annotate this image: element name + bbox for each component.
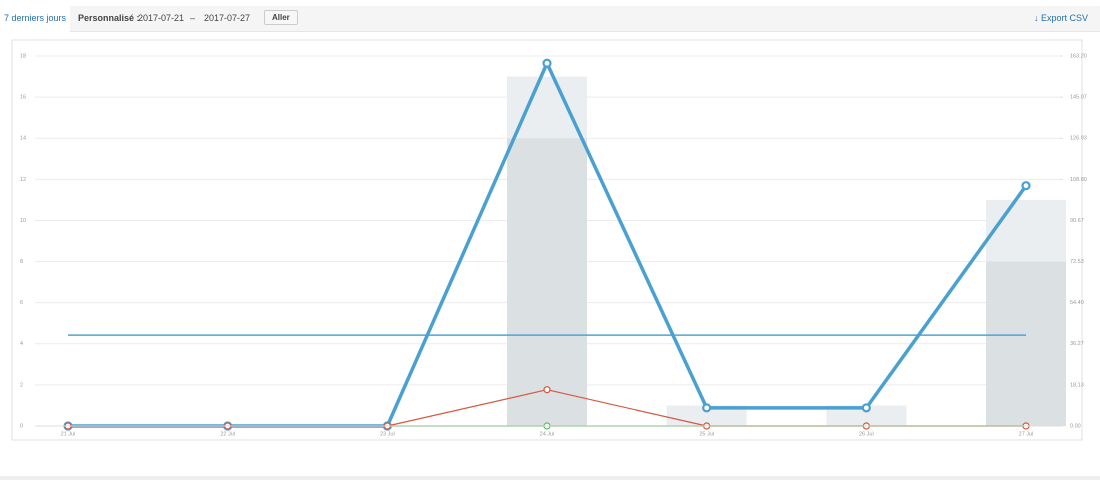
y2-tick-label: 36.27 — [1070, 341, 1084, 347]
bar — [507, 138, 587, 426]
bar — [986, 261, 1066, 426]
x-tick-label: 23 Jul — [380, 431, 395, 437]
y2-tick-label: 0.00 — [1070, 423, 1081, 429]
end-date[interactable]: 2017-07-27 — [204, 13, 251, 23]
chart-frame — [11, 39, 1083, 441]
y-tick-label: 14 — [20, 136, 26, 142]
x-tick-label: 26 Jul — [859, 431, 874, 437]
toolbar: 7 derniers jours Personnalisé : 2017-07-… — [0, 6, 1100, 32]
export-text: Export CSV — [1040, 13, 1088, 23]
y-tick-label: 2 — [20, 382, 23, 388]
footer-bar — [0, 476, 1100, 480]
x-tick-label: 27 Jul — [1019, 431, 1034, 437]
date-separator: – — [190, 13, 196, 23]
y-tick-label: 4 — [20, 341, 23, 347]
y2-tick-label: 54.40 — [1070, 300, 1084, 306]
y2-tick-label: 126.93 — [1070, 136, 1087, 142]
y-tick-label: 0 — [20, 423, 23, 429]
x-tick-label: 24 Jul — [540, 431, 555, 437]
custom-label: Personnalisé : — [78, 13, 140, 23]
x-tick-label: 22 Jul — [220, 431, 235, 437]
y2-tick-label: 90.67 — [1070, 218, 1084, 224]
line-marker — [861, 403, 871, 413]
y2-tick-label: 108.80 — [1070, 177, 1087, 183]
x-tick-label: 25 Jul — [699, 431, 714, 437]
start-date[interactable]: 2017-07-21 — [138, 13, 185, 23]
y2-tick-label: 18.13 — [1070, 382, 1084, 388]
y-tick-label: 6 — [20, 300, 23, 306]
go-button[interactable]: Aller — [264, 10, 298, 25]
line-marker — [1021, 181, 1031, 191]
line-marker — [543, 386, 551, 394]
line-marker — [702, 403, 712, 413]
x-tick-label: 21 Jul — [61, 431, 76, 437]
y-tick-label: 10 — [20, 218, 26, 224]
line-marker — [542, 58, 552, 68]
y2-tick-label: 163.20 — [1070, 53, 1087, 59]
y-tick-label: 18 — [20, 53, 26, 59]
y2-tick-label: 145.07 — [1070, 95, 1087, 101]
export-link[interactable]: ↓ Export CSV — [1033, 13, 1088, 23]
range-tab[interactable]: 7 derniers jours — [0, 6, 70, 32]
y-tick-label: 16 — [20, 95, 26, 101]
bar — [826, 405, 907, 426]
y-tick-label: 8 — [20, 259, 23, 265]
y2-tick-label: 72.53 — [1070, 259, 1084, 265]
y-tick-label: 12 — [20, 177, 26, 183]
